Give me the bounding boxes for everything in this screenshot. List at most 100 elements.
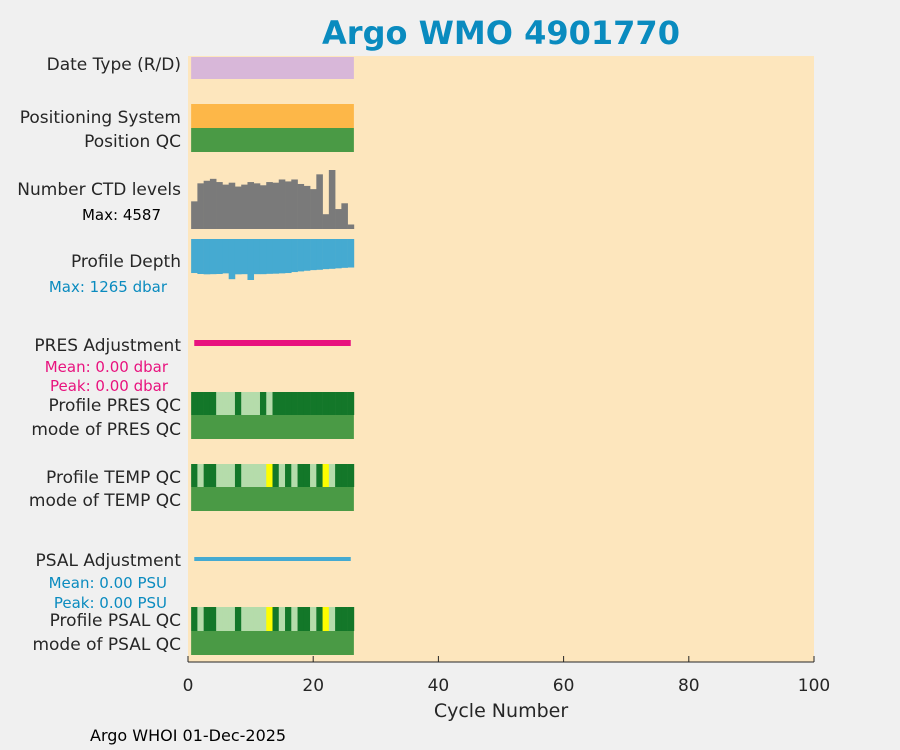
x-tick-label: 80 <box>678 676 700 696</box>
temp-qc-cell <box>341 464 348 487</box>
ctd-levels-bar <box>278 179 286 229</box>
profile-depth-bar <box>247 239 255 280</box>
pres-mean-annotation: Mean: 0.00 dbar <box>45 358 169 376</box>
psal-qc-cell <box>234 607 242 631</box>
temp-qc-cell <box>209 464 217 487</box>
depth-max-annotation: Max: 1265 dbar <box>49 278 168 296</box>
psal-qc-cell <box>266 607 273 631</box>
row-label-psal-mode: mode of PSAL QC <box>32 635 181 655</box>
psal-qc-cell <box>347 607 355 631</box>
psal-qc-cell <box>303 607 311 631</box>
ctd-levels-bar <box>310 189 317 229</box>
position-qc-band <box>191 128 354 152</box>
ctd-levels-bar <box>191 201 198 229</box>
profile-depth-bar <box>222 239 229 274</box>
pres-qc-cell <box>310 392 317 415</box>
profile-depth-bar <box>310 239 317 271</box>
ctd-levels-bar <box>297 183 305 229</box>
pres-qc-cell <box>216 392 223 415</box>
psal-qc-cell <box>322 607 330 631</box>
row-label-psal-qc: Profile PSAL QC <box>50 611 181 631</box>
date-type-band <box>191 57 354 79</box>
pres-qc-cell <box>347 392 355 415</box>
ctd-levels-bar <box>259 185 267 229</box>
temp-qc-cell <box>241 464 248 487</box>
pres-qc-cell <box>197 392 204 415</box>
temp-qc-cell <box>228 464 236 487</box>
ctd-levels-bar <box>197 183 204 229</box>
x-tick-label: 40 <box>428 676 450 696</box>
profile-depth-bar <box>347 239 355 268</box>
profile-depth-bar <box>241 239 248 275</box>
ctd-levels-bar <box>272 182 280 229</box>
row-label-positioning: Positioning System <box>20 108 181 128</box>
profile-depth-bar <box>259 239 267 275</box>
row-label-temp-mode: mode of TEMP QC <box>29 491 181 511</box>
psal-qc-cell <box>259 607 267 631</box>
temp-qc-cell <box>285 464 292 487</box>
temp-qc-cell <box>259 464 267 487</box>
ctd-levels-bar <box>241 184 248 229</box>
chart-marks <box>191 57 355 655</box>
positioning-system-band <box>191 104 354 128</box>
psal-qc-cell <box>197 607 204 631</box>
temp-qc-cell <box>303 464 311 487</box>
temp-qc-cell <box>216 464 223 487</box>
row-label-ctd-levels: Number CTD levels <box>17 180 181 200</box>
ctd-levels-bar <box>247 182 255 229</box>
ctd-levels-bar <box>203 180 211 229</box>
temp-qc-cell <box>247 464 255 487</box>
ctd-levels-bar <box>216 182 223 229</box>
psal-qc-mode-band <box>191 631 354 655</box>
temp-qc-mode-band <box>191 487 354 511</box>
profile-depth-bar <box>335 239 342 269</box>
ctd-levels-bar <box>341 203 348 229</box>
profile-depth-bar <box>191 239 198 274</box>
row-label-pres-mode: mode of PRES QC <box>31 420 181 440</box>
profile-depth-bar <box>209 239 217 275</box>
temp-qc-cell <box>291 464 298 487</box>
temp-qc-cell <box>347 464 355 487</box>
ctd-max-annotation: Max: 4587 <box>82 206 161 224</box>
ctd-levels-bar <box>253 183 261 229</box>
temp-qc-cell <box>191 464 198 487</box>
psal-qc-cell <box>310 607 317 631</box>
temp-qc-cell <box>316 464 323 487</box>
profile-depth-bar <box>303 239 311 271</box>
profile-depth-bar <box>291 239 298 273</box>
temp-qc-cell <box>266 464 273 487</box>
psal-qc-cell <box>216 607 223 631</box>
profile-depth-bar <box>216 239 223 275</box>
x-axis: 0 20 40 60 80 100 <box>183 656 830 696</box>
profile-depth-bar <box>297 239 305 272</box>
profile-depth-bar <box>197 239 204 275</box>
profile-depth-bar <box>322 239 330 270</box>
pres-qc-cell <box>297 392 305 415</box>
temp-qc-cell <box>328 464 336 487</box>
pres-qc-cell <box>266 392 273 415</box>
row-label-psal-adj: PSAL Adjustment <box>36 551 182 571</box>
temp-qc-cell <box>197 464 204 487</box>
psal-qc-cell <box>285 607 292 631</box>
pres-qc-cell <box>234 392 242 415</box>
profile-depth-bar <box>278 239 286 274</box>
ctd-levels-bar <box>209 178 217 229</box>
temp-qc-cell <box>278 464 286 487</box>
profile-depth-bar <box>228 239 236 280</box>
psal-qc-cell <box>222 607 229 631</box>
psal-mean-annotation: Mean: 0.00 PSU <box>49 574 167 592</box>
x-axis-label: Cycle Number <box>434 700 568 722</box>
temp-qc-cell <box>222 464 229 487</box>
footer-credit: Argo WHOI 01-Dec-2025 <box>90 726 286 745</box>
pres-qc-cell <box>303 392 311 415</box>
pres-qc-cell <box>328 392 336 415</box>
ctd-levels-bar <box>228 182 236 229</box>
row-label-pres-qc: Profile PRES QC <box>48 396 181 416</box>
psal-peak-annotation: Peak: 0.00 PSU <box>54 594 167 612</box>
psal-qc-cell <box>247 607 255 631</box>
pres-qc-cell <box>335 392 342 415</box>
pres-qc-cell <box>253 392 261 415</box>
profile-depth-bar <box>203 239 211 275</box>
pres-qc-cell <box>203 392 211 415</box>
profile-depth-bar <box>285 239 292 274</box>
